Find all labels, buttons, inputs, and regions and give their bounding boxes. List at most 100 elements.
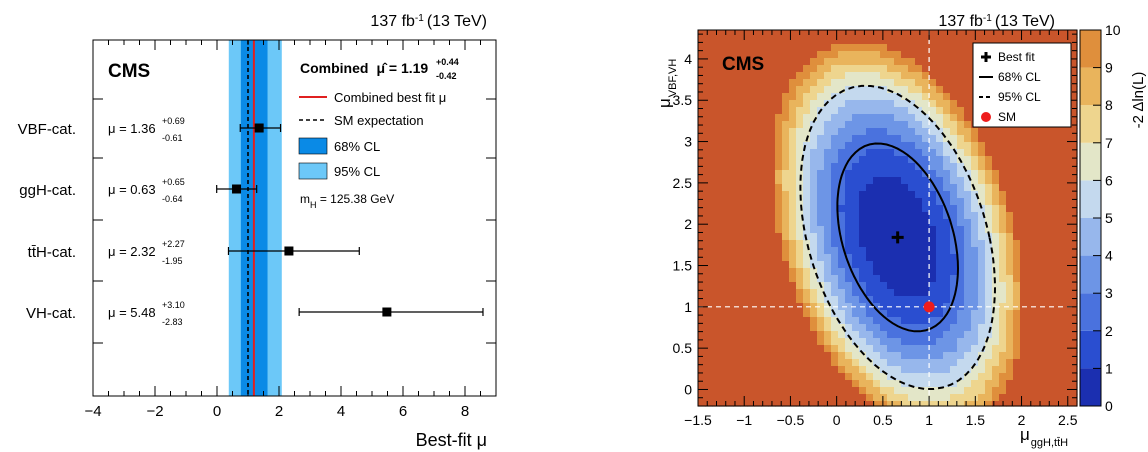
heatmap-cell <box>1041 198 1049 206</box>
heatmap-cell <box>705 51 713 59</box>
heatmap-cell <box>740 345 748 353</box>
heatmap-cell <box>887 107 895 115</box>
colorbar-tick-label: 9 <box>1105 60 1113 76</box>
heatmap-cell <box>1034 198 1042 206</box>
heatmap-cell <box>803 37 811 45</box>
heatmap-cell <box>747 114 755 122</box>
heatmap-cell <box>964 282 972 290</box>
y-tick-label: 3 <box>684 134 692 150</box>
heatmap-cell <box>782 191 790 199</box>
heatmap-cell <box>1013 352 1021 360</box>
heatmap-cell <box>992 380 1000 388</box>
heatmap-cell <box>929 184 937 192</box>
heatmap-cell <box>915 142 923 150</box>
heatmap-cell <box>747 289 755 297</box>
heatmap-cell <box>803 128 811 136</box>
heatmap-cell <box>845 79 853 87</box>
heatmap-cell <box>747 303 755 311</box>
heatmap-cell <box>782 128 790 136</box>
heatmap-cell <box>698 387 706 395</box>
heatmap-cell <box>1048 30 1056 38</box>
right-x-axis-label: μggH,tt̄H <box>1020 425 1068 449</box>
heatmap-cell <box>845 345 853 353</box>
heatmap-cell <box>943 170 951 178</box>
heatmap-cell <box>894 170 902 178</box>
heatmap-cell <box>726 366 734 374</box>
heatmap-cell <box>1062 240 1070 248</box>
heatmap-cell <box>999 177 1007 185</box>
heatmap-cell <box>740 338 748 346</box>
heatmap-cell <box>768 51 776 59</box>
heatmap-cell <box>915 184 923 192</box>
heatmap-cell <box>992 37 1000 45</box>
heatmap-cell <box>908 51 916 59</box>
heatmap-cell <box>838 142 846 150</box>
heatmap-cell <box>908 331 916 339</box>
heatmap-cell <box>775 156 783 164</box>
heatmap-cell <box>950 289 958 297</box>
heatmap-cell <box>894 240 902 248</box>
heatmap-cell <box>1013 219 1021 227</box>
heatmap-cell <box>796 359 804 367</box>
heatmap-cell <box>1055 37 1063 45</box>
heatmap-cell <box>810 30 818 38</box>
heatmap-cell <box>761 387 769 395</box>
heatmap-cell <box>957 198 965 206</box>
heatmap-cell <box>852 184 860 192</box>
heatmap-cell <box>1041 233 1049 241</box>
heatmap-cell <box>957 310 965 318</box>
heatmap-cell <box>831 233 839 241</box>
heatmap-cell <box>971 401 979 407</box>
heatmap-cell <box>1069 366 1077 374</box>
heatmap-cell <box>1006 233 1014 241</box>
heatmap-cell <box>803 65 811 73</box>
heatmap-cell <box>775 30 783 38</box>
heatmap-cell <box>992 401 1000 407</box>
heatmap-cell <box>978 254 986 262</box>
heatmap-cell <box>957 65 965 73</box>
heatmap-cell <box>922 30 930 38</box>
heatmap-cell <box>1013 394 1021 402</box>
heatmap-cell <box>887 198 895 206</box>
heatmap-cell <box>1034 289 1042 297</box>
heatmap-cell <box>698 352 706 360</box>
heatmap-cell <box>845 86 853 94</box>
heatmap-cell <box>775 135 783 143</box>
heatmap-cell <box>796 86 804 94</box>
heatmap-cell <box>824 93 832 101</box>
heatmap-cell <box>887 93 895 101</box>
heatmap-cell <box>901 254 909 262</box>
heatmap-cell <box>726 324 734 332</box>
heatmap-cell <box>915 107 923 115</box>
heatmap-cell <box>915 30 923 38</box>
heatmap-cell <box>824 394 832 402</box>
heatmap-cell <box>712 247 720 255</box>
heatmap-cell <box>943 261 951 269</box>
heatmap-cell <box>992 177 1000 185</box>
heatmap-cell <box>1041 324 1049 332</box>
heatmap-cell <box>873 198 881 206</box>
heatmap-cell <box>894 373 902 381</box>
heatmap-cell <box>796 317 804 325</box>
heatmap-cell <box>901 226 909 234</box>
heatmap-cell <box>950 177 958 185</box>
y-tick-label: 0.5 <box>673 340 693 356</box>
heatmap-cell <box>1048 226 1056 234</box>
heatmap-cell <box>1020 149 1028 157</box>
heatmap-cell <box>1062 177 1070 185</box>
heatmap-cell <box>775 51 783 59</box>
heatmap-cell <box>943 289 951 297</box>
heatmap-cell <box>719 261 727 269</box>
heatmap-cell <box>747 156 755 164</box>
heatmap-cell <box>705 72 713 80</box>
heatmap-cell <box>992 317 1000 325</box>
heatmap-cell <box>803 226 811 234</box>
heatmap-cell <box>817 51 825 59</box>
heatmap-cell <box>908 296 916 304</box>
heatmap-cell <box>817 387 825 395</box>
heatmap-cell <box>1048 387 1056 395</box>
heatmap-cell <box>852 156 860 164</box>
heatmap-cell <box>747 163 755 171</box>
heatmap-cell <box>733 37 741 45</box>
heatmap-cell <box>1048 149 1056 157</box>
